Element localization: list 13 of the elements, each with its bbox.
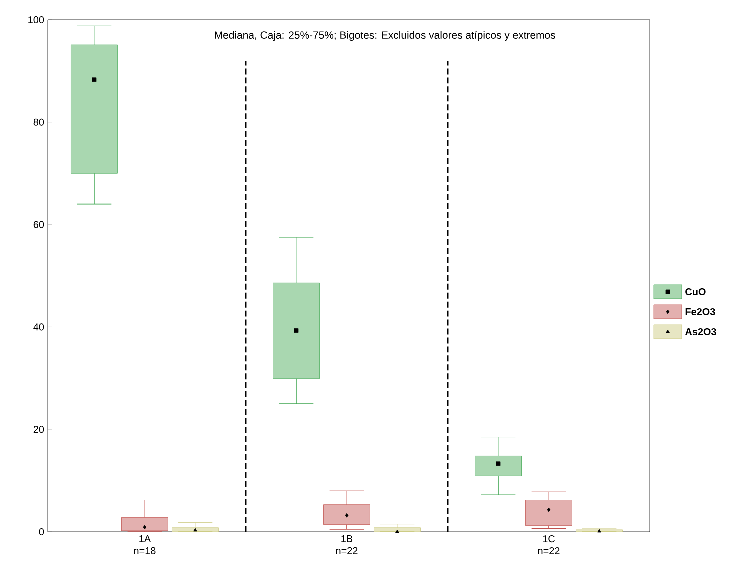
legend-label: Fe2O3 xyxy=(686,308,716,316)
y-tick-label: 60 xyxy=(34,221,44,228)
x-tick-label: 1C n=22 xyxy=(538,536,560,554)
y-tick-label: 0 xyxy=(39,528,44,536)
y-tick-label: 40 xyxy=(34,324,44,331)
x-tick-label: 1B n=22 xyxy=(336,536,358,554)
y-tick-label: 80 xyxy=(34,118,44,126)
legend-label: CuO xyxy=(686,288,706,296)
annotation: Mediana, Caja: 25%-75%; Bigotes: Excluidos valores atípicos y extremos xyxy=(215,31,556,42)
y-tick-label: 100 xyxy=(28,16,44,24)
legend-label: As2O3 xyxy=(685,328,716,336)
x-tick-label: 1A n=18 xyxy=(134,536,156,554)
y-tick-label: 20 xyxy=(34,426,44,434)
